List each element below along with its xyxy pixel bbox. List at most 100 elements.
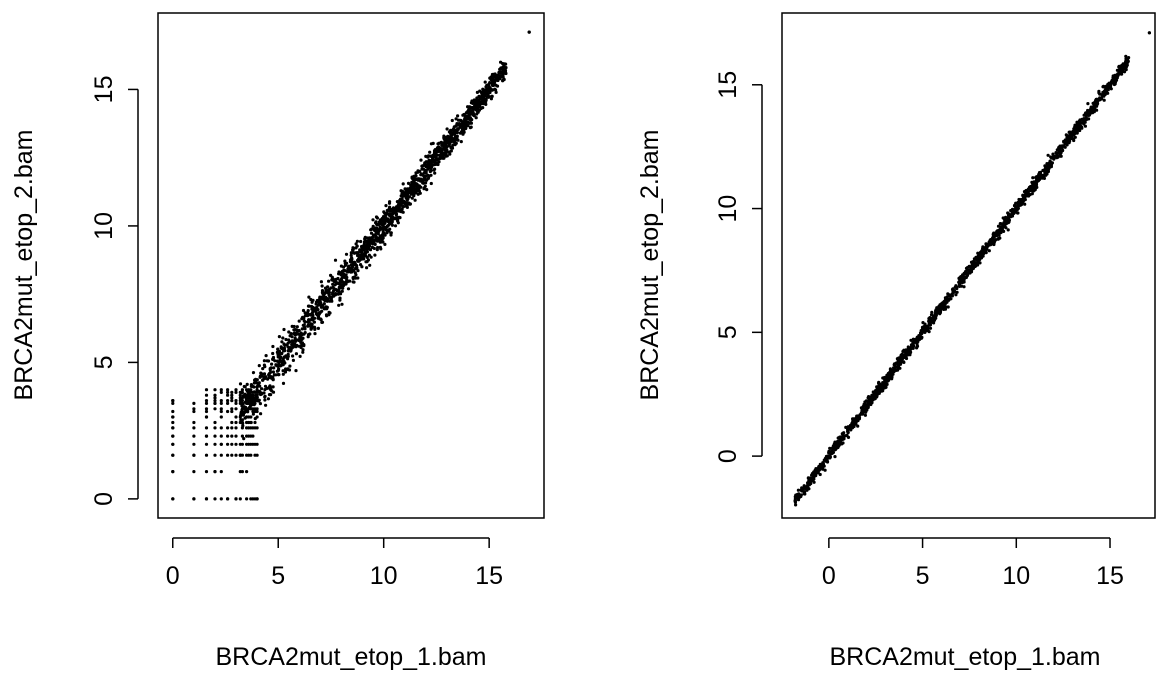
right-point (938, 303, 942, 307)
left-point (319, 318, 323, 322)
right-point (925, 328, 929, 332)
left-point (459, 140, 463, 144)
left-point (385, 208, 389, 213)
left-point (349, 253, 353, 257)
left-point (501, 78, 505, 82)
left-point (302, 323, 306, 327)
right-point (923, 330, 927, 334)
left-point (234, 388, 238, 392)
right-point (1039, 175, 1043, 179)
left-point (313, 316, 317, 320)
left-point (340, 289, 344, 293)
left-point (320, 320, 325, 324)
right-point (882, 382, 887, 386)
left-point (230, 442, 234, 446)
left-point (368, 263, 372, 267)
left-point (421, 173, 425, 177)
left-point (234, 407, 238, 411)
left-point (213, 401, 217, 405)
left-point (226, 409, 230, 414)
left-point (354, 242, 358, 246)
left-point (379, 247, 383, 251)
left-point (252, 390, 256, 394)
left-point (311, 313, 315, 317)
left-point (472, 107, 477, 111)
right-point (873, 397, 877, 401)
left-panel: 0 5 10 15 0 5 10 15 BRCA2mut_etop_1.bam BRCA2m… (10, 12, 545, 671)
right-point (1024, 191, 1028, 195)
left-point (429, 173, 433, 177)
left-point (234, 390, 238, 394)
right-point (794, 493, 798, 497)
right-point (867, 398, 871, 402)
right-point (930, 310, 934, 314)
right-point (907, 350, 911, 354)
left-point (353, 263, 357, 267)
left-point (390, 215, 395, 219)
left-point (340, 283, 344, 287)
right-point (863, 413, 868, 417)
left-point (320, 290, 324, 295)
right-point (880, 389, 884, 393)
left-point (349, 270, 353, 274)
left-point (297, 319, 301, 323)
left-point (478, 95, 482, 99)
left-point (245, 401, 249, 405)
left-points (171, 30, 531, 501)
left-point (234, 434, 238, 438)
right-point (1082, 118, 1087, 123)
right-point (1064, 140, 1068, 144)
left-point (259, 412, 263, 416)
left-point (339, 292, 343, 296)
left-y-axis: 0 5 10 15 (90, 76, 139, 506)
left-point (452, 140, 456, 144)
left-point (414, 174, 418, 178)
left-point (416, 178, 420, 182)
right-point (799, 493, 803, 497)
left-point (266, 397, 270, 401)
right-point (946, 292, 950, 296)
left-point (226, 393, 230, 397)
left-point (319, 280, 323, 284)
left-point (226, 497, 230, 501)
left-point (261, 367, 265, 371)
right-x-tick-label: 10 (1002, 562, 1030, 590)
left-x-tick-label: 0 (166, 562, 180, 590)
right-point (856, 424, 860, 428)
left-point (213, 426, 217, 430)
left-point (370, 245, 374, 249)
left-point (271, 344, 275, 349)
right-point (1031, 176, 1035, 180)
right-point (1083, 113, 1087, 117)
left-point (387, 206, 392, 210)
left-point (316, 326, 320, 330)
left-point (311, 305, 315, 310)
left-point (301, 350, 305, 354)
left-point (234, 399, 238, 403)
left-point (346, 287, 351, 291)
left-point (437, 160, 441, 164)
left-point (241, 424, 245, 428)
left-point (219, 453, 223, 457)
left-point (503, 66, 507, 70)
left-point (346, 267, 350, 271)
left-point (171, 470, 175, 474)
left-point (238, 497, 242, 501)
left-point (263, 384, 268, 388)
left-point (285, 354, 289, 358)
left-point (269, 370, 273, 374)
left-point (353, 271, 357, 275)
left-point (286, 349, 290, 353)
left-point (204, 407, 209, 411)
left-point (219, 497, 223, 501)
left-point (454, 141, 458, 145)
left-point (413, 198, 417, 202)
left-point (439, 150, 443, 154)
left-point (226, 388, 230, 392)
left-x-tick-label: 15 (475, 562, 503, 590)
left-point (274, 373, 278, 377)
left-point (391, 212, 395, 216)
left-point (456, 114, 460, 118)
left-point (407, 187, 411, 191)
left-point (317, 300, 321, 304)
